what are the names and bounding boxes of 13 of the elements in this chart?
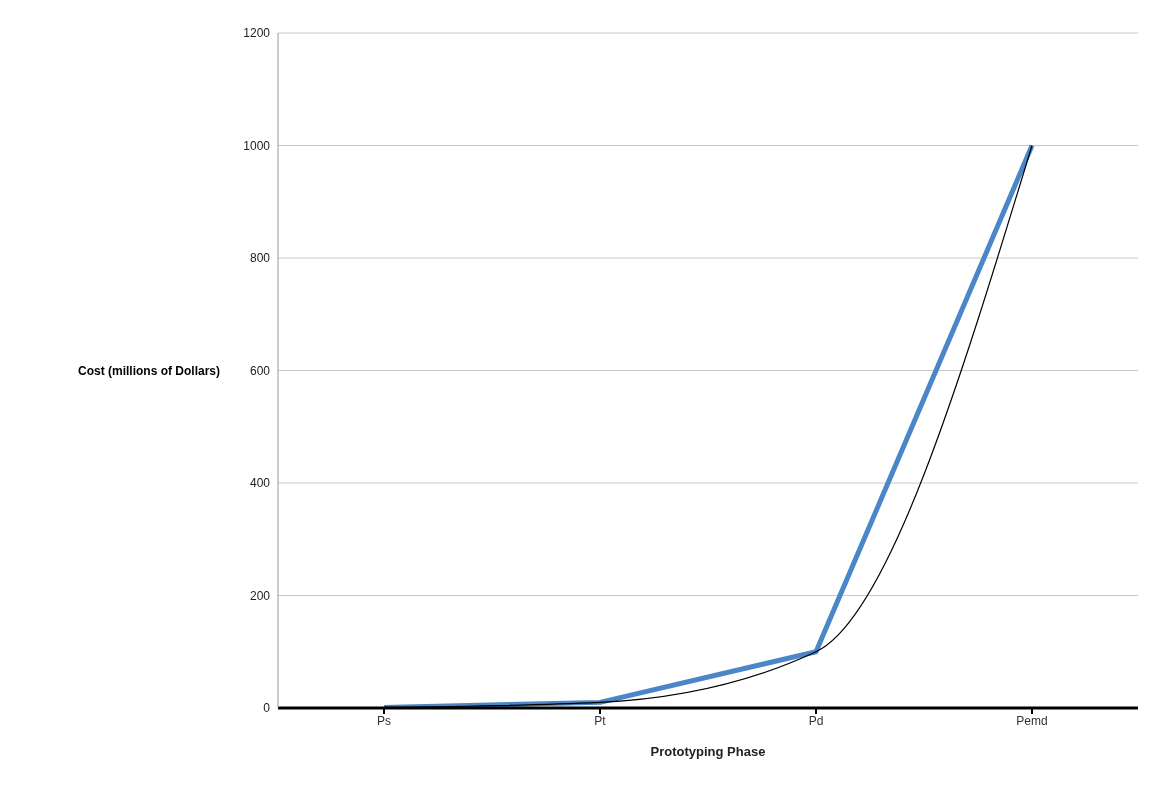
y-axis-title: Cost (millions of Dollars) [77, 363, 220, 378]
y-tick-label: 600 [249, 363, 271, 378]
x-tick-label: Ps [376, 713, 392, 728]
x-tick-label: Pt [594, 713, 607, 728]
y-tick-label: 1200 [243, 26, 271, 41]
y-tick-label: 800 [249, 251, 271, 266]
y-tick-label: 0 [263, 701, 271, 716]
x-axis-title: Prototyping Phase [650, 744, 766, 759]
y-tick-label: 1000 [243, 138, 271, 153]
x-tick-label: Pd [808, 713, 824, 728]
y-tick-label: 200 [249, 588, 271, 603]
y-tick-label: 400 [249, 476, 271, 491]
x-tick-label: Pemd [1016, 713, 1048, 728]
